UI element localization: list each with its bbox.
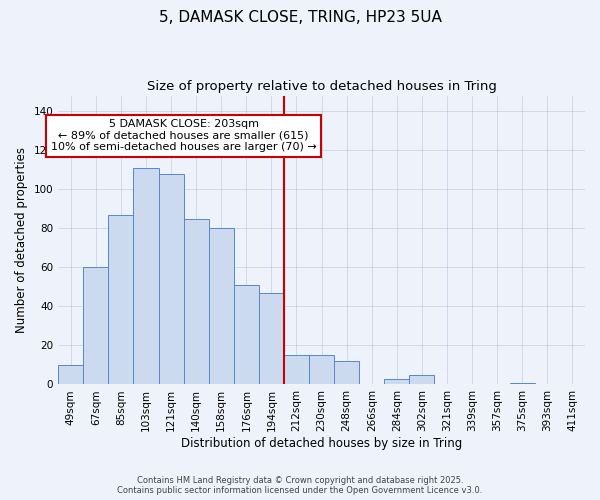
Bar: [334, 361, 359, 384]
Text: 5, DAMASK CLOSE, TRING, HP23 5UA: 5, DAMASK CLOSE, TRING, HP23 5UA: [158, 10, 442, 25]
Bar: [109, 214, 133, 384]
Text: Contains HM Land Registry data © Crown copyright and database right 2025.
Contai: Contains HM Land Registry data © Crown c…: [118, 476, 482, 495]
Title: Size of property relative to detached houses in Tring: Size of property relative to detached ho…: [146, 80, 497, 93]
Bar: [385, 378, 409, 384]
Bar: [133, 168, 158, 384]
Text: 5 DAMASK CLOSE: 203sqm
← 89% of detached houses are smaller (615)
10% of semi-de: 5 DAMASK CLOSE: 203sqm ← 89% of detached…: [51, 119, 316, 152]
X-axis label: Distribution of detached houses by size in Tring: Distribution of detached houses by size …: [181, 437, 462, 450]
Bar: [309, 355, 334, 384]
Bar: [284, 355, 309, 384]
Bar: [510, 382, 535, 384]
Bar: [234, 285, 259, 384]
Bar: [184, 218, 209, 384]
Bar: [58, 365, 83, 384]
Bar: [409, 374, 434, 384]
Y-axis label: Number of detached properties: Number of detached properties: [15, 147, 28, 333]
Bar: [209, 228, 234, 384]
Bar: [259, 292, 284, 384]
Bar: [83, 268, 109, 384]
Bar: [158, 174, 184, 384]
